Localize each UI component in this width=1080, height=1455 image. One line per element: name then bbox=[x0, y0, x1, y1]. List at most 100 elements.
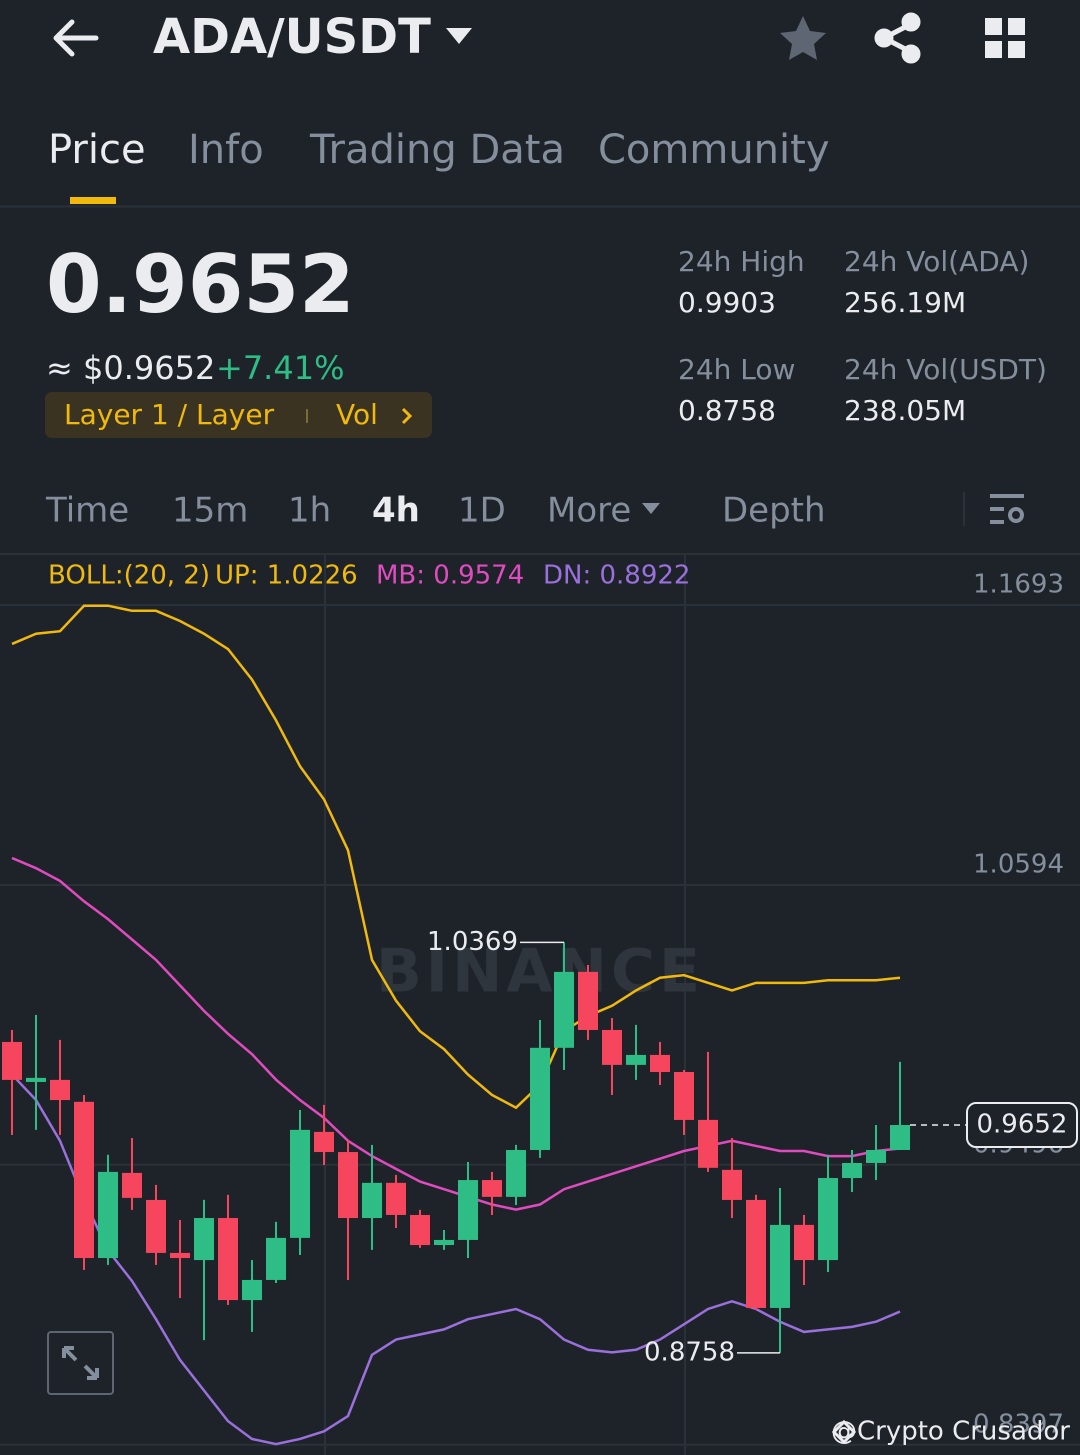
more-dropdown[interactable] bbox=[642, 503, 660, 514]
candle-body bbox=[386, 1182, 406, 1215]
pair-title[interactable]: ADA/USDT bbox=[153, 9, 431, 65]
band-line bbox=[11, 604, 901, 1110]
candle-body bbox=[770, 1224, 790, 1308]
candle-body bbox=[746, 1199, 766, 1308]
candle-body bbox=[722, 1169, 742, 1200]
indicator-item: UP: 1.0226 bbox=[215, 561, 358, 591]
tab[interactable]: Info bbox=[188, 127, 264, 173]
candle-body bbox=[290, 1129, 310, 1238]
low-label: 0.8758 bbox=[644, 1337, 735, 1367]
interval[interactable]: Time bbox=[45, 491, 129, 531]
candle-body bbox=[482, 1180, 502, 1197]
expand-icon bbox=[62, 1346, 99, 1380]
candle-body bbox=[314, 1131, 334, 1153]
candle-body bbox=[338, 1152, 358, 1219]
candle-body bbox=[2, 1041, 22, 1080]
band-line bbox=[11, 856, 901, 1211]
layout-cell bbox=[1008, 41, 1025, 58]
last-price: 0.9652 bbox=[46, 238, 355, 331]
candle-body bbox=[890, 1125, 910, 1150]
indicator-item: MB: 0.9574 bbox=[376, 561, 524, 591]
indicator-title: BOLL:(20, 2) bbox=[48, 561, 210, 591]
credit: @Crypto Crusador bbox=[831, 1417, 1070, 1447]
candle-body bbox=[794, 1224, 814, 1261]
back-icon bbox=[53, 19, 99, 57]
candle-body bbox=[146, 1199, 166, 1253]
share-dot bbox=[901, 44, 921, 64]
stat-label: 24h Low bbox=[678, 353, 795, 386]
fiat-price: ≈ $0.9652 bbox=[46, 349, 215, 387]
candle-body bbox=[74, 1101, 94, 1259]
y-tick-label: 1.1693 bbox=[973, 569, 1064, 599]
candle-body bbox=[434, 1239, 454, 1246]
share-dot bbox=[874, 28, 894, 48]
stat-value: 238.05M bbox=[844, 394, 966, 427]
share-button[interactable] bbox=[874, 12, 921, 64]
candle-body bbox=[266, 1237, 286, 1280]
tab[interactable]: Community bbox=[598, 127, 830, 173]
candle-body bbox=[170, 1252, 190, 1259]
stat-label: 24h Vol(USDT) bbox=[844, 353, 1047, 386]
pair-dropdown[interactable] bbox=[446, 28, 472, 44]
candle-body bbox=[362, 1182, 382, 1219]
chart-settings[interactable] bbox=[990, 494, 1024, 524]
candle-body bbox=[122, 1172, 142, 1198]
candle-body bbox=[866, 1149, 886, 1163]
chart-watermark: BINANCE bbox=[376, 937, 704, 1007]
candle-body bbox=[650, 1054, 670, 1073]
interval[interactable]: 4h bbox=[372, 491, 420, 531]
tab[interactable]: Trading Data bbox=[309, 127, 565, 173]
favorite-star[interactable] bbox=[780, 16, 826, 60]
tab[interactable]: Price bbox=[48, 127, 146, 173]
candle-body bbox=[50, 1079, 70, 1101]
stat-value: 0.8758 bbox=[678, 394, 776, 427]
layout-cell bbox=[985, 41, 1002, 58]
tag-chevron bbox=[401, 407, 413, 425]
share-dot bbox=[901, 12, 921, 32]
candle-body bbox=[530, 1047, 550, 1150]
plot: 1.0369 0.8758 0.9652 bbox=[2, 604, 1078, 1446]
settings-gear bbox=[1008, 507, 1024, 523]
candle-body bbox=[626, 1054, 646, 1065]
candle-body bbox=[26, 1077, 46, 1082]
interval[interactable]: Depth bbox=[722, 491, 826, 531]
candle-body bbox=[218, 1218, 238, 1301]
tag[interactable]: Layer 1 / Layer bbox=[64, 398, 275, 431]
stat-label: 24h High bbox=[678, 245, 805, 278]
interval[interactable]: More bbox=[547, 491, 631, 531]
candle-body bbox=[818, 1178, 838, 1261]
interval[interactable]: 1D bbox=[458, 491, 506, 531]
interval[interactable]: 15m bbox=[172, 491, 248, 531]
last-price-box bbox=[966, 1102, 1078, 1149]
candle-body bbox=[554, 971, 574, 1048]
layout-button[interactable] bbox=[985, 18, 1025, 58]
layout-cell bbox=[1008, 18, 1025, 35]
last-price-label: 0.9652 bbox=[977, 1110, 1068, 1140]
credit-icon bbox=[831, 1419, 857, 1445]
y-tick-label: 0.8397 bbox=[973, 1409, 1064, 1439]
indicator-item: DN: 0.8922 bbox=[543, 561, 690, 591]
y-tick-label: 1.0594 bbox=[973, 849, 1064, 879]
expand-button[interactable] bbox=[47, 1331, 114, 1395]
high-label: 1.0369 bbox=[427, 927, 518, 957]
candle-body bbox=[506, 1149, 526, 1197]
back-button[interactable] bbox=[53, 19, 99, 57]
candle-body bbox=[842, 1162, 862, 1179]
candle-body bbox=[602, 1029, 622, 1065]
candle-body bbox=[458, 1180, 478, 1240]
tag-box[interactable] bbox=[45, 392, 432, 438]
stat-label: 24h Vol(ADA) bbox=[844, 245, 1029, 278]
candle-body bbox=[242, 1279, 262, 1301]
candle-body bbox=[698, 1119, 718, 1168]
price-change: +7.41% bbox=[216, 349, 344, 387]
stat-value: 256.19M bbox=[844, 286, 966, 319]
candle-body bbox=[194, 1218, 214, 1261]
candle-body bbox=[98, 1171, 118, 1259]
candle-body bbox=[674, 1072, 694, 1120]
interval[interactable]: 1h bbox=[288, 491, 331, 531]
tag-link[interactable]: Vol bbox=[336, 398, 378, 431]
layout-cell bbox=[985, 18, 1002, 35]
